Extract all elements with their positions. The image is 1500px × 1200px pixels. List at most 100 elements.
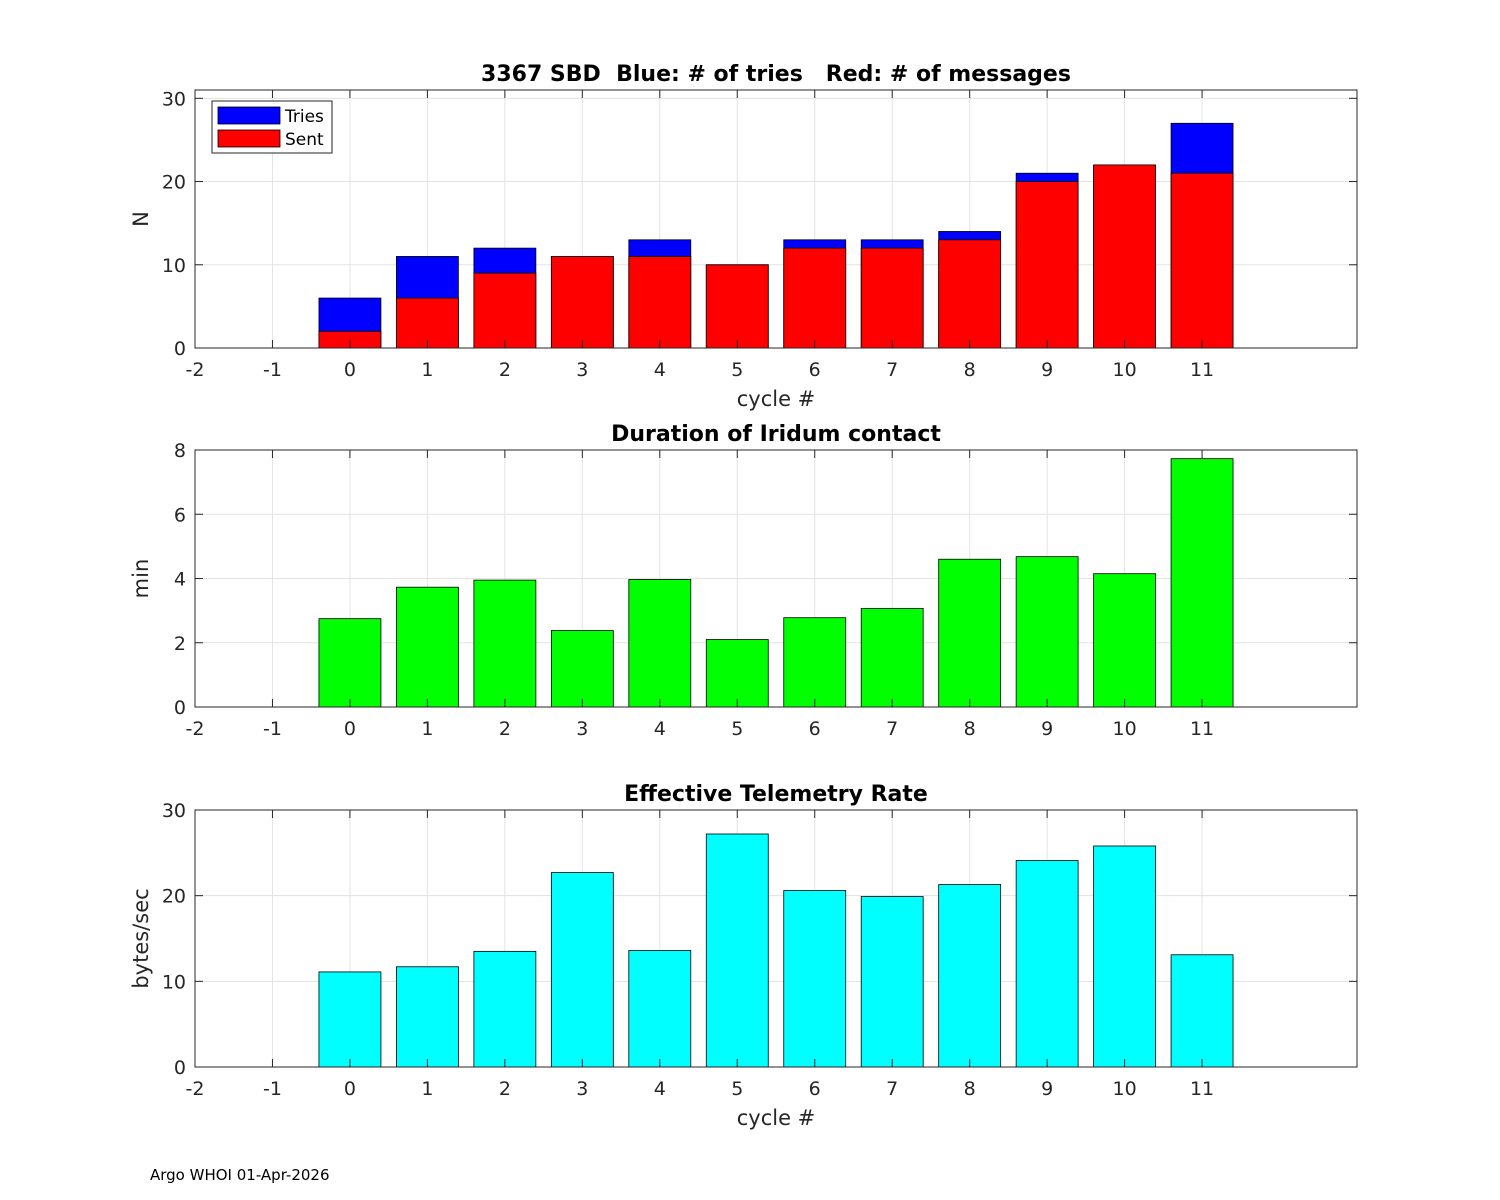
x-tick-label: -1 — [263, 359, 282, 381]
bar-duration-cycle-6 — [783, 617, 847, 708]
bar-sent-cycle-4 — [628, 256, 692, 349]
x-tick-label: 11 — [1190, 718, 1214, 740]
bar-rate-cycle-8 — [938, 884, 1002, 1068]
legend-label-sent: Sent — [285, 130, 324, 150]
bar-rate-cycle-1 — [396, 966, 459, 1068]
chart-1: -2 -1 0 1 2 3 4 5 6 7 8 9 10 11 0 10 20 30 3367 SBD Blue: … — [129, 62, 1358, 411]
legend: Tries Sent — [211, 100, 333, 154]
x-tick-label: 0 — [344, 1078, 356, 1100]
y-tick-label: 30 — [162, 88, 186, 110]
x-tick-label: 8 — [964, 718, 976, 740]
x-tick-label: -2 — [186, 718, 205, 740]
x-tick-label: 10 — [1113, 1078, 1137, 1100]
chart-2: -2 -1 0 1 2 3 4 5 6 7 8 9 10 11 0 2 4 6 8 Duration of Iridu… — [129, 422, 1358, 740]
bar-sent-cycle-2 — [473, 272, 537, 349]
y-tick-label: 0 — [174, 1057, 186, 1079]
bar-rate-cycle-3 — [550, 872, 614, 1068]
x-tick-label: -2 — [186, 1078, 205, 1100]
x-tick-label: 9 — [1041, 1078, 1053, 1100]
x-tick-label: -1 — [263, 1078, 282, 1100]
bar-sent-cycle-7 — [860, 247, 924, 349]
bar-rate-cycle-6 — [783, 890, 847, 1068]
chart-3: -2 -1 0 1 2 3 4 5 6 7 8 9 10 11 0 10 20 30 Effective Telem… — [129, 782, 1358, 1130]
y-tick-label: 20 — [162, 886, 186, 908]
bar-duration-cycle-2 — [473, 579, 537, 708]
x-tick-label: 0 — [344, 359, 356, 381]
x-tick-label: -1 — [263, 718, 282, 740]
x-tick-label: 1 — [421, 359, 433, 381]
bar-rate-cycle-0 — [318, 971, 382, 1068]
x-tick-label: 2 — [499, 718, 511, 740]
axes-box — [194, 809, 1358, 1068]
y-tick-label: 0 — [174, 697, 186, 719]
bar-duration-cycle-8 — [938, 558, 1002, 708]
x-tick-label: 9 — [1041, 718, 1053, 740]
x-tick-label: 2 — [499, 1078, 511, 1100]
bar-duration-cycle-0 — [318, 618, 382, 708]
x-tick-label: 3 — [576, 359, 588, 381]
x-tick-label: 10 — [1113, 359, 1137, 381]
bar-rate-cycle-2 — [473, 950, 537, 1068]
x-axis-label: cycle # — [737, 387, 816, 411]
bar-sent-cycle-1 — [396, 297, 459, 349]
x-tick-label: 7 — [886, 1078, 898, 1100]
x-tick-label: 11 — [1190, 359, 1214, 381]
x-tick-label: -2 — [186, 359, 205, 381]
x-tick-label: 4 — [654, 718, 666, 740]
bar-duration-cycle-5 — [705, 639, 769, 708]
x-tick-label: 0 — [344, 718, 356, 740]
chart-title: Duration of Iridum contact — [611, 422, 941, 447]
legend-label-tries: Tries — [284, 107, 324, 127]
x-tick-label: 8 — [964, 359, 976, 381]
x-tick-label: 3 — [576, 1078, 588, 1100]
x-tick-label: 5 — [731, 1078, 743, 1100]
x-tick-label: 10 — [1113, 718, 1137, 740]
y-tick-label: 30 — [162, 800, 186, 822]
bar-sent-cycle-11 — [1170, 172, 1234, 349]
bar-rate-cycle-5 — [705, 833, 769, 1068]
bar-rate-cycle-4 — [628, 950, 692, 1068]
y-tick-label: 0 — [174, 338, 186, 360]
y-tick-label: 20 — [162, 172, 186, 194]
x-tick-label: 11 — [1190, 1078, 1214, 1100]
y-tick-label: 8 — [174, 440, 186, 462]
bar-sent-cycle-3 — [550, 256, 614, 349]
y-tick-label: 10 — [162, 971, 186, 993]
x-tick-label: 8 — [964, 1078, 976, 1100]
x-tick-label: 1 — [421, 718, 433, 740]
x-tick-label: 7 — [886, 718, 898, 740]
x-tick-label: 1 — [421, 1078, 433, 1100]
x-tick-label: 3 — [576, 718, 588, 740]
x-tick-label: 2 — [499, 359, 511, 381]
legend-swatch-tries — [217, 106, 281, 125]
x-tick-label: 4 — [654, 359, 666, 381]
plot-area — [195, 810, 1357, 1067]
bar-duration-cycle-9 — [1015, 556, 1079, 708]
bar-sent-cycle-5 — [705, 264, 769, 349]
x-tick-label: 6 — [809, 718, 821, 740]
bar-sent-cycle-10 — [1093, 164, 1156, 349]
chart-title: 3367 SBD Blue: # of tries Red: # of mess… — [481, 62, 1071, 87]
bar-rate-cycle-7 — [860, 896, 924, 1068]
chart-title: Effective Telemetry Rate — [624, 782, 928, 807]
bar-rate-cycle-10 — [1093, 845, 1156, 1068]
bar-duration-cycle-7 — [860, 607, 924, 708]
bar-duration-cycle-10 — [1093, 573, 1156, 708]
legend-swatch-sent — [217, 129, 281, 148]
bar-duration-cycle-4 — [628, 579, 692, 708]
bar-rate-cycle-11 — [1170, 954, 1234, 1068]
x-tick-label: 5 — [731, 359, 743, 381]
x-tick-label: 7 — [886, 359, 898, 381]
y-tick-label: 10 — [162, 255, 186, 277]
bar-sent-cycle-8 — [938, 239, 1002, 349]
y-tick-label: 4 — [174, 569, 186, 591]
x-tick-label: 6 — [809, 1078, 821, 1100]
footer-text: Argo WHOI 01-Apr-2026 — [150, 1166, 330, 1184]
bar-duration-cycle-1 — [396, 586, 459, 708]
x-axis-label: cycle # — [737, 1106, 816, 1130]
x-tick-label: 6 — [809, 359, 821, 381]
x-tick-label: 5 — [731, 718, 743, 740]
bar-sent-cycle-9 — [1015, 181, 1079, 349]
bar-sent-cycle-6 — [783, 247, 847, 349]
